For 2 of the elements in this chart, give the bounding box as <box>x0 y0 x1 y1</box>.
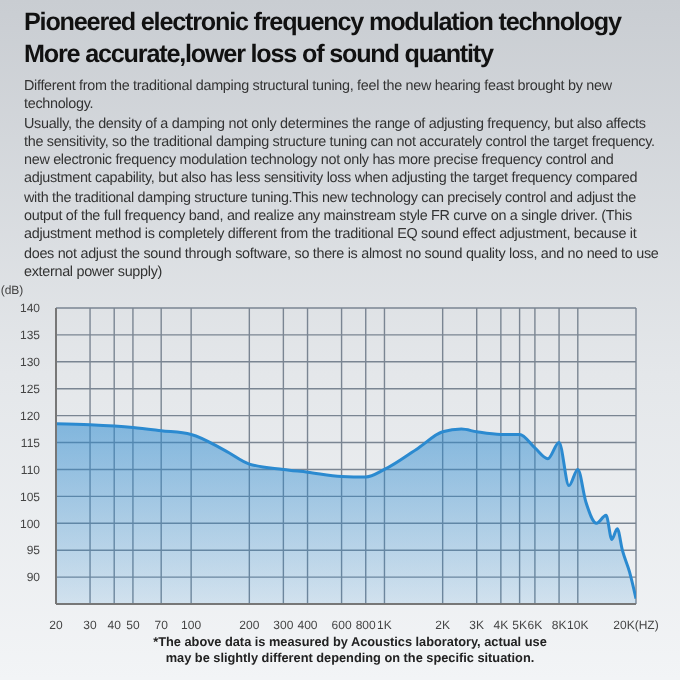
chart-title: Pioneered electronic frequency modulation technology <box>24 6 624 38</box>
chart-subtitle: More accurate,lower loss of sound quantity <box>24 38 496 70</box>
